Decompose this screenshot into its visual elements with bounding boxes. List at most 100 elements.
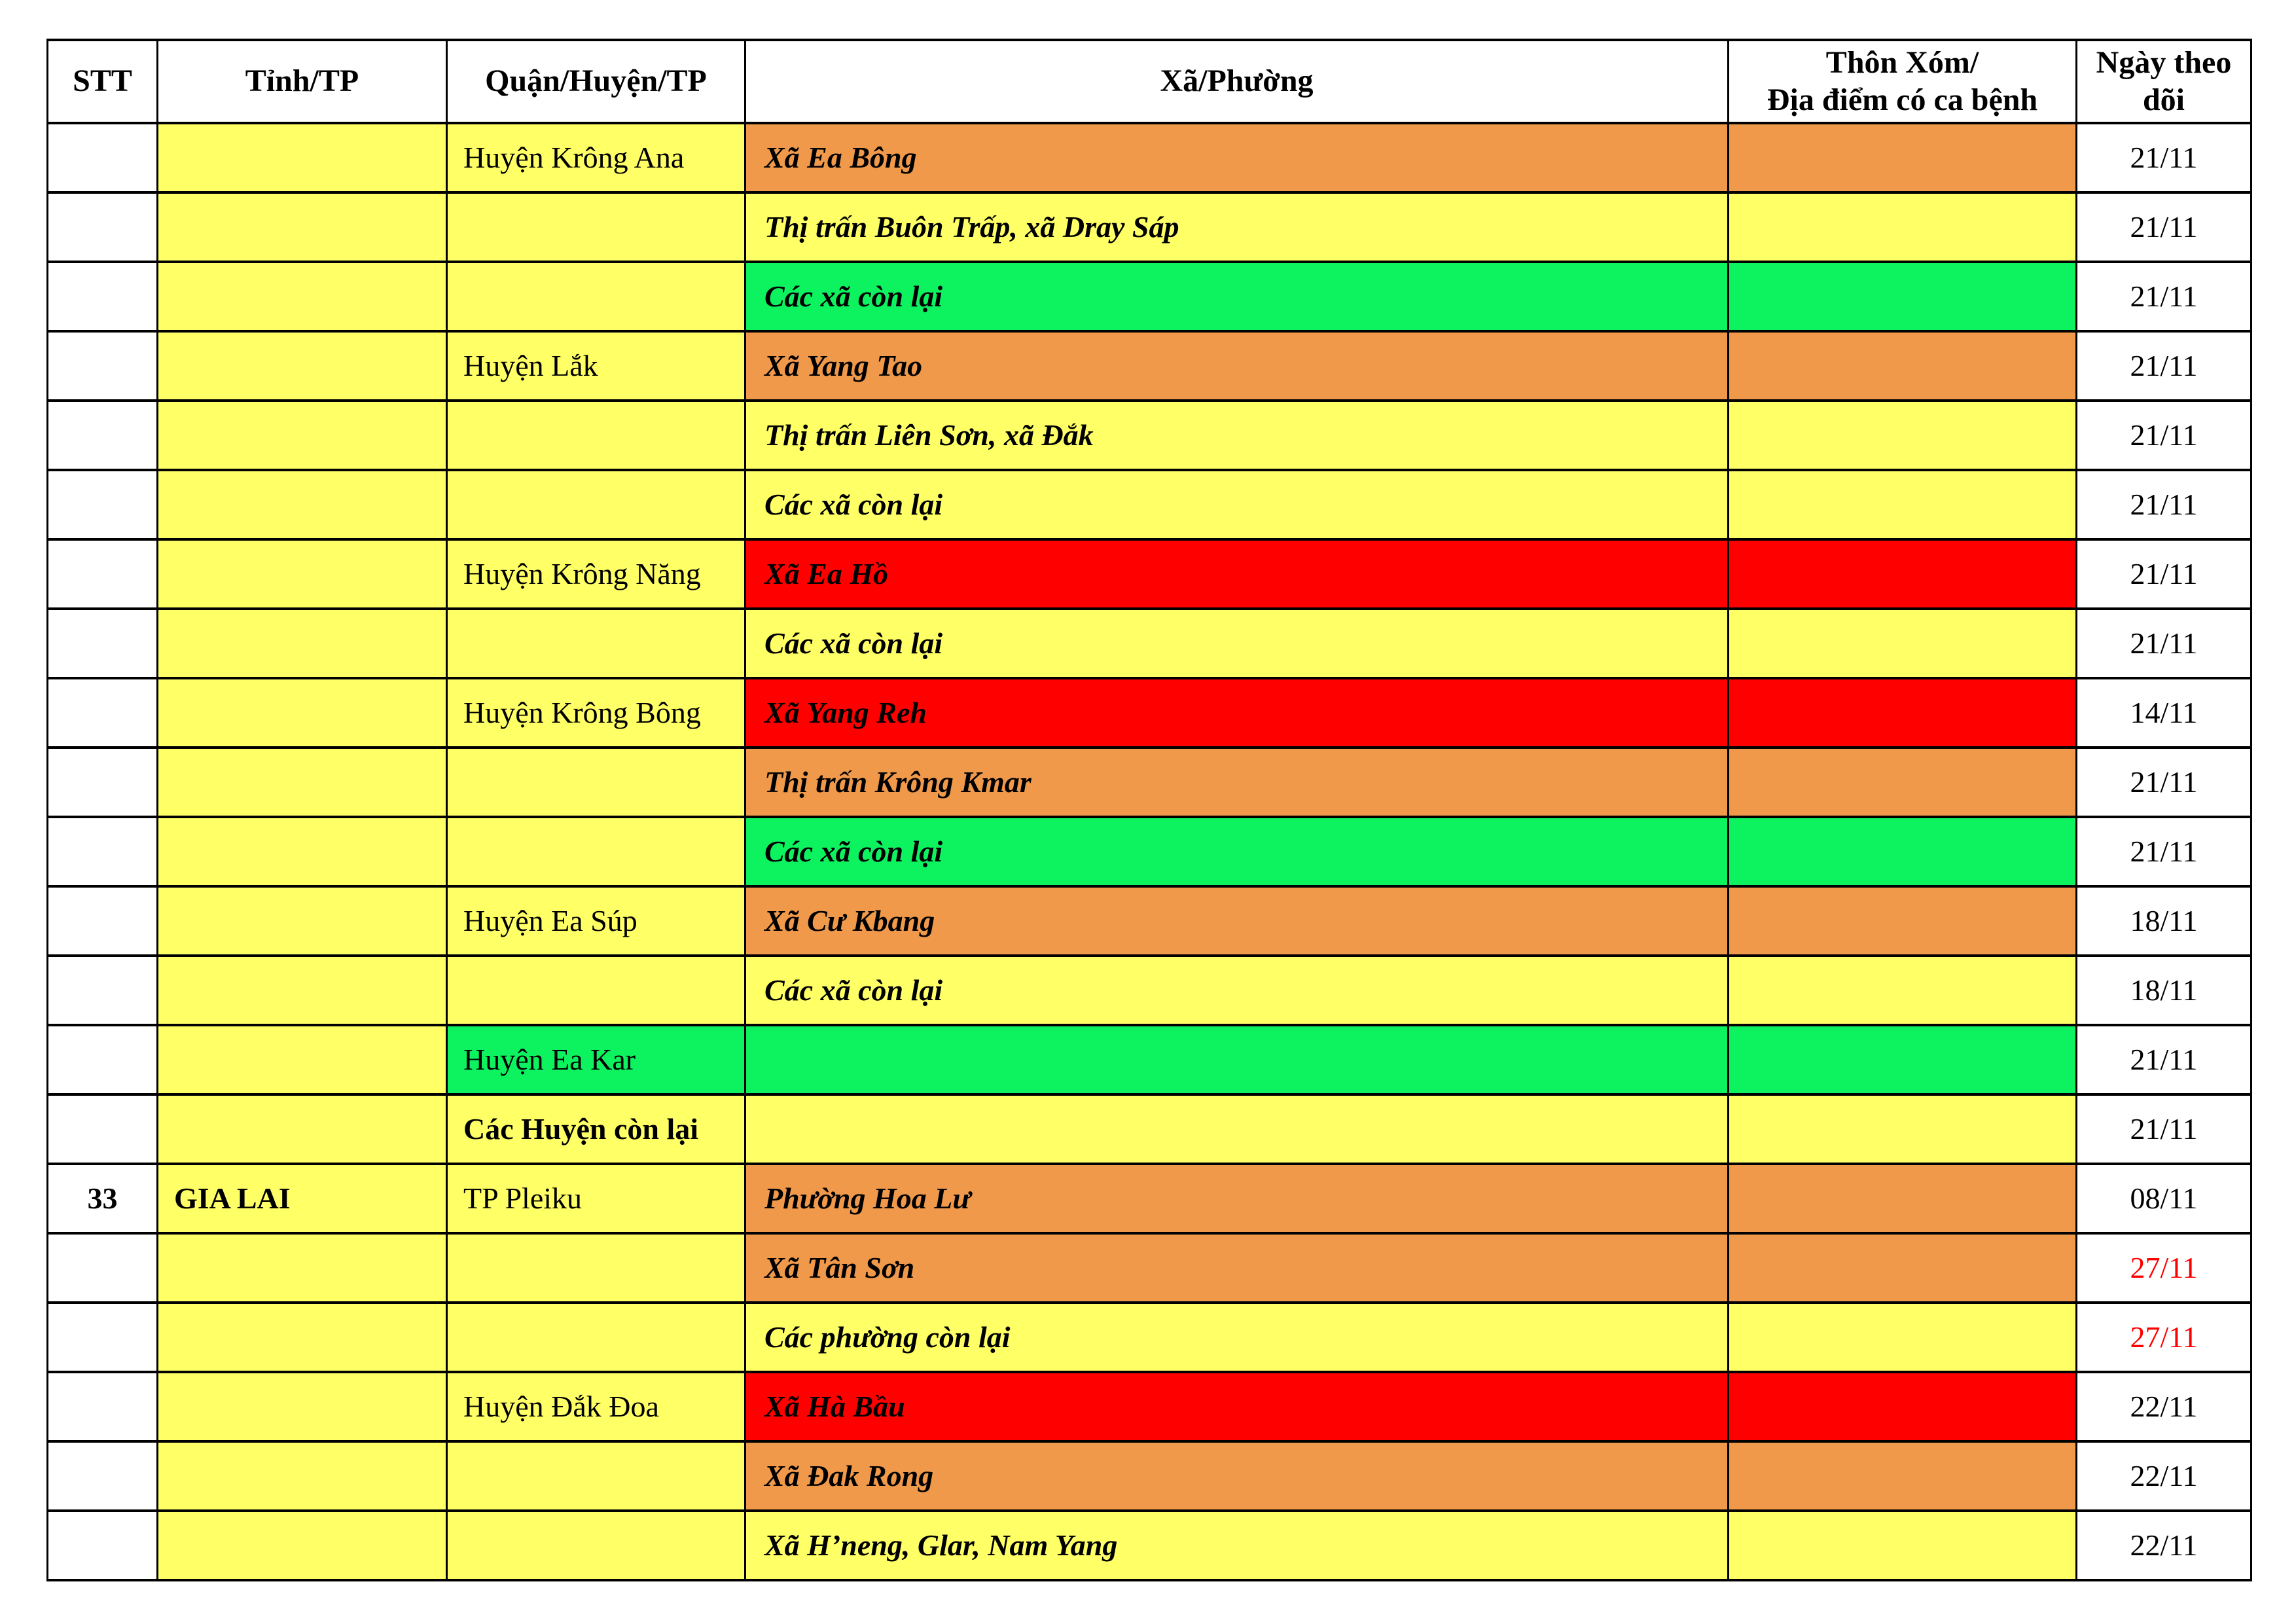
district-cell (446, 399, 746, 471)
date-cell: 18/11 (2075, 885, 2252, 957)
table-row: Huyện Đắk Đoa Xã Hà Bầu 22/11 (46, 1371, 2252, 1443)
stt-cell (46, 1024, 158, 1096)
ward-cell: Xã Cư Kbang (744, 885, 1729, 957)
date-cell: 21/11 (2075, 261, 2252, 333)
province-cell (156, 399, 448, 471)
ward-cell: Các xã còn lại (744, 469, 1729, 541)
stt-cell (46, 191, 158, 263)
district-cell: Huyện Krông Năng (446, 538, 746, 610)
table-row: Thị trấn Buôn Trấp, xã Dray Sáp 21/11 (46, 191, 2252, 263)
ward-cell: Xã Yang Reh (744, 677, 1729, 749)
district-cell (446, 191, 746, 263)
hamlet-cell (1727, 1232, 2077, 1304)
district-cell: Huyện Ea Kar (446, 1024, 746, 1096)
ward-cell: Phường Hoa Lư (744, 1163, 1729, 1235)
ward-cell: Xã Tân Sơn (744, 1232, 1729, 1304)
province-cell: GIA LAI (156, 1163, 448, 1235)
table-row: Các xã còn lại 21/11 (46, 261, 2252, 333)
table-row: Các Huyện còn lại 21/11 (46, 1093, 2252, 1165)
table-row: Huyện Krông Ana Xã Ea Bông 21/11 (46, 122, 2252, 194)
province-cell (156, 607, 448, 679)
district-cell: Huyện Krông Ana (446, 122, 746, 194)
column-header-date: Ngày theo dõi (2075, 39, 2252, 124)
province-cell (156, 1024, 448, 1096)
table-row: Các phường còn lại 27/11 (46, 1301, 2252, 1373)
hamlet-cell (1727, 261, 2077, 333)
province-cell (156, 954, 448, 1026)
stt-cell (46, 1371, 158, 1443)
province-cell (156, 1232, 448, 1304)
date-cell: 21/11 (2075, 607, 2252, 679)
hamlet-cell (1727, 122, 2077, 194)
date-cell: 21/11 (2075, 1093, 2252, 1165)
ward-cell: Xã Đak Rong (744, 1440, 1729, 1512)
table-row: Huyện Ea Súp Xã Cư Kbang 18/11 (46, 885, 2252, 957)
district-cell (446, 954, 746, 1026)
stt-cell (46, 469, 158, 541)
ward-cell: Thị trấn Krông Kmar (744, 746, 1729, 818)
date-cell: 21/11 (2075, 469, 2252, 541)
province-cell (156, 122, 448, 194)
stt-cell (46, 330, 158, 402)
column-header-stt: STT (46, 39, 158, 124)
table-row: Huyện Krông Năng Xã Ea Hồ 21/11 (46, 538, 2252, 610)
district-cell (446, 1232, 746, 1304)
province-cell (156, 1301, 448, 1373)
date-cell: 21/11 (2075, 122, 2252, 194)
district-cell (446, 816, 746, 888)
ward-cell: Các xã còn lại (744, 816, 1729, 888)
province-cell (156, 885, 448, 957)
hamlet-cell (1727, 1163, 2077, 1235)
district-cell (446, 746, 746, 818)
province-cell (156, 330, 448, 402)
stt-cell (46, 954, 158, 1026)
hamlet-cell (1727, 1371, 2077, 1443)
hamlet-cell (1727, 677, 2077, 749)
column-header-district: Quận/Huyện/TP (446, 39, 746, 124)
table-row: Các xã còn lại 21/11 (46, 816, 2252, 888)
ward-cell: Xã Ea Hồ (744, 538, 1729, 610)
hamlet-cell (1727, 1093, 2077, 1165)
column-header-hamlet: Thôn Xóm/ Địa điểm có ca bệnh (1727, 39, 2077, 124)
ward-cell: Xã Yang Tao (744, 330, 1729, 402)
covid-risk-level-table: STT Tỉnh/TP Quận/Huyện/TP Xã/Phường Thôn… (46, 39, 2252, 1581)
hamlet-cell (1727, 746, 2077, 818)
district-cell: Huyện Ea Súp (446, 885, 746, 957)
table-row: Xã Đak Rong 22/11 (46, 1440, 2252, 1512)
stt-cell (46, 1093, 158, 1165)
district-cell: Huyện Krông Bông (446, 677, 746, 749)
district-cell (446, 469, 746, 541)
table-row: Huyện Ea Kar 21/11 (46, 1024, 2252, 1096)
date-cell: 14/11 (2075, 677, 2252, 749)
district-cell (446, 607, 746, 679)
hamlet-cell (1727, 607, 2077, 679)
stt-cell (46, 1440, 158, 1512)
hamlet-cell (1727, 885, 2077, 957)
date-cell: 21/11 (2075, 538, 2252, 610)
ward-cell: Các xã còn lại (744, 954, 1729, 1026)
stt-cell (46, 261, 158, 333)
table-header-row: STT Tỉnh/TP Quận/Huyện/TP Xã/Phường Thôn… (46, 39, 2252, 124)
province-cell (156, 1371, 448, 1443)
province-cell (156, 746, 448, 818)
ward-cell (744, 1024, 1729, 1096)
province-cell (156, 191, 448, 263)
date-cell: 27/11 (2075, 1232, 2252, 1304)
stt-cell (46, 1301, 158, 1373)
table-row: Xã Tân Sơn 27/11 (46, 1232, 2252, 1304)
date-cell: 21/11 (2075, 816, 2252, 888)
date-cell: 22/11 (2075, 1440, 2252, 1512)
stt-cell (46, 1232, 158, 1304)
province-cell (156, 261, 448, 333)
province-cell (156, 1440, 448, 1512)
ward-cell (744, 1093, 1729, 1165)
stt-cell (46, 677, 158, 749)
date-cell: 08/11 (2075, 1163, 2252, 1235)
table-row: Các xã còn lại 21/11 (46, 469, 2252, 541)
ward-cell: Xã H’neng, Glar, Nam Yang (744, 1509, 1729, 1581)
stt-cell (46, 1509, 158, 1581)
hamlet-cell (1727, 191, 2077, 263)
date-cell: 21/11 (2075, 1024, 2252, 1096)
ward-cell: Thị trấn Liên Sơn, xã Đắk (744, 399, 1729, 471)
stt-cell (46, 607, 158, 679)
